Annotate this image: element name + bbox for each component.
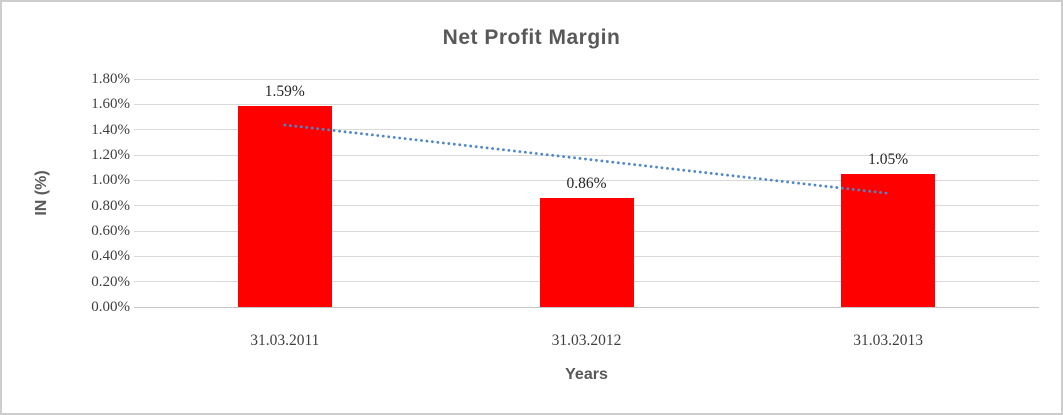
gridline	[134, 103, 1039, 105]
bar-31.03.2013	[841, 174, 936, 307]
x-category-label: 31.03.2011	[250, 332, 320, 349]
x-axis-title: Years	[565, 366, 608, 383]
chart-title: Net Profit Margin	[442, 26, 621, 49]
bar-31.03.2012	[539, 198, 634, 307]
y-tick-label: 0.60%	[91, 223, 130, 239]
data-label: 0.86%	[566, 175, 607, 193]
trendline	[283, 123, 890, 195]
x-category-label: 31.03.2013	[853, 332, 924, 349]
gridline	[134, 154, 1039, 156]
y-tick-label: 0.20%	[91, 273, 130, 290]
data-label: 1.59%	[264, 82, 305, 100]
x-category-label: 31.03.2012	[551, 332, 622, 349]
gridline	[134, 306, 1039, 308]
y-tick-label: 1.60%	[91, 96, 130, 113]
gridline	[134, 129, 1039, 131]
bar-31.03.2011	[237, 105, 332, 307]
y-tick-label: 1.20%	[91, 147, 130, 163]
gridline	[134, 78, 1039, 80]
y-tick-label: 0.80%	[91, 197, 130, 214]
y-tick-label: 0.00%	[91, 299, 130, 315]
data-label: 1.05%	[868, 151, 909, 168]
y-tick-label: 1.40%	[91, 121, 130, 138]
y-tick-label: 1.80%	[91, 71, 130, 87]
y-tick-label: 0.40%	[91, 248, 130, 265]
gridline	[134, 179, 1039, 181]
y-tick-label: 1.00%	[91, 172, 130, 189]
